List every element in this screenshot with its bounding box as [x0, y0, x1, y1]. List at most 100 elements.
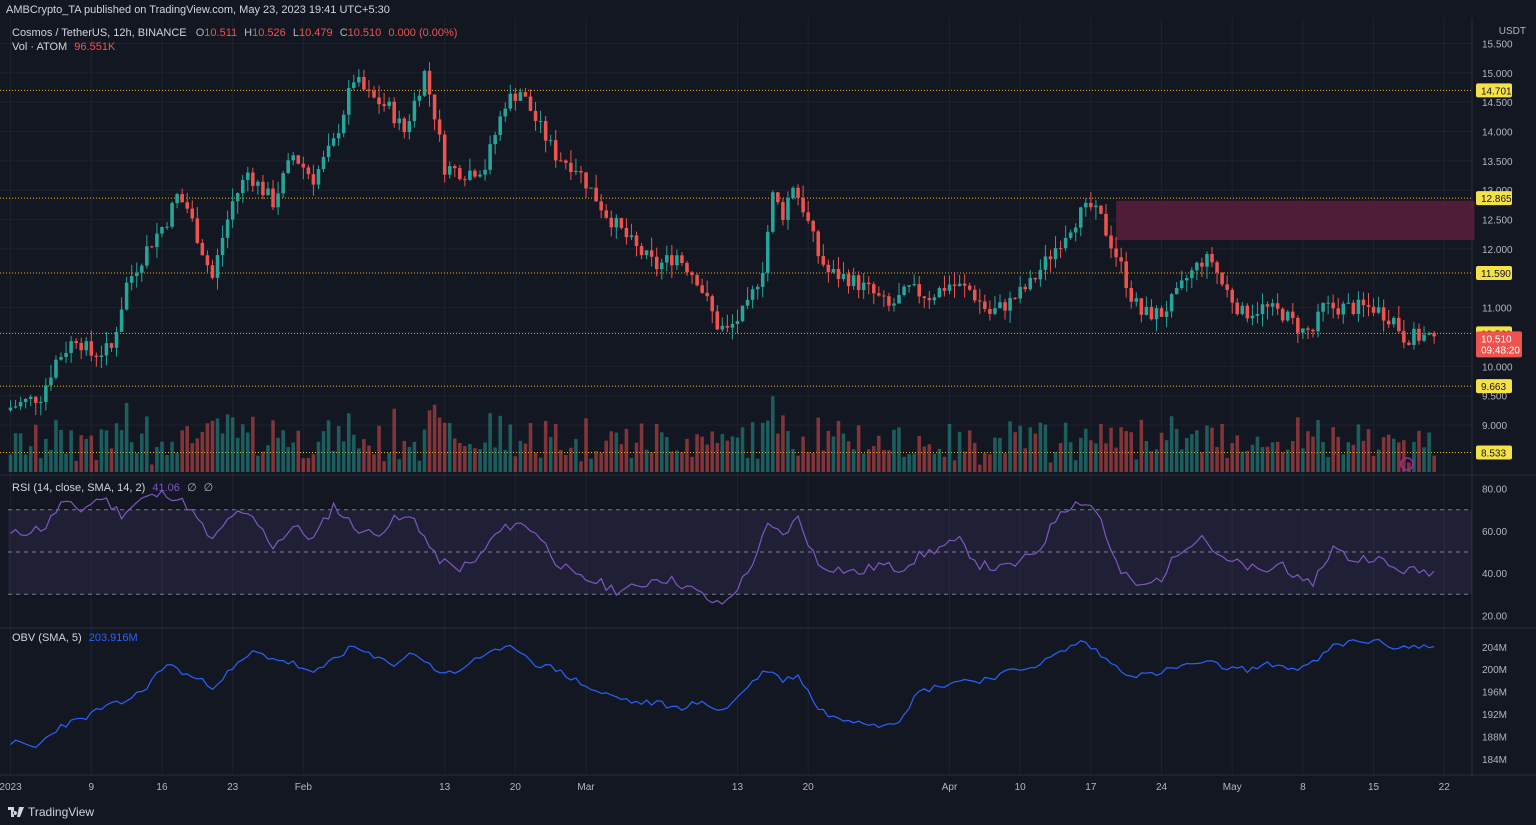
candle-body[interactable] — [735, 321, 740, 325]
candle-body[interactable] — [493, 135, 497, 145]
candle-body[interactable] — [140, 265, 144, 273]
candle-body[interactable] — [326, 145, 331, 158]
obv-pane[interactable] — [10, 638, 1435, 749]
candle-body[interactable] — [710, 296, 715, 312]
candle-body[interactable] — [720, 325, 725, 330]
candle-body[interactable] — [1159, 308, 1164, 317]
candle-body[interactable] — [846, 273, 851, 287]
candle-body[interactable] — [670, 255, 674, 266]
candle-body[interactable] — [1190, 270, 1194, 279]
candle-body[interactable] — [599, 201, 603, 211]
candle-body[interactable] — [604, 210, 608, 218]
candle-body[interactable] — [1326, 302, 1330, 304]
candle-body[interactable] — [988, 309, 992, 314]
candle-body[interactable] — [109, 343, 114, 348]
candle-body[interactable] — [1336, 308, 1340, 315]
candle-body[interactable] — [331, 138, 336, 146]
candle-body[interactable] — [1058, 248, 1063, 250]
candle-body[interactable] — [1154, 308, 1159, 320]
level-badge[interactable] — [1476, 445, 1512, 460]
candle-body[interactable] — [1063, 237, 1068, 249]
candle-body[interactable] — [1386, 320, 1391, 325]
candle-body[interactable] — [256, 181, 260, 186]
candle-body[interactable] — [695, 275, 699, 286]
obv-legend[interactable]: OBV (SMA, 5) 203.916M — [12, 632, 138, 644]
candle-body[interactable] — [1185, 278, 1189, 281]
candle-body[interactable] — [861, 282, 866, 291]
candle-body[interactable] — [1275, 303, 1280, 309]
candle-body[interactable] — [1139, 298, 1144, 315]
candle-body[interactable] — [533, 110, 538, 121]
candle-body[interactable] — [1422, 334, 1426, 341]
candle-body[interactable] — [89, 341, 94, 356]
candle-body[interactable] — [574, 171, 578, 173]
candle-body[interactable] — [1285, 311, 1290, 321]
candle-body[interactable] — [851, 275, 856, 287]
candle-body[interactable] — [877, 293, 881, 296]
price-axes[interactable]: 15.50015.00014.50014.00013.50013.00012.5… — [1400, 39, 1522, 766]
candle-body[interactable] — [437, 119, 442, 135]
candle-body[interactable] — [912, 284, 916, 286]
candle-body[interactable] — [584, 172, 588, 189]
candle-body[interactable] — [523, 92, 528, 97]
candle-body[interactable] — [1371, 306, 1376, 313]
candle-body[interactable] — [266, 188, 270, 196]
candle-body[interactable] — [927, 298, 932, 301]
candle-body[interactable] — [407, 121, 412, 133]
candle-body[interactable] — [553, 140, 558, 161]
candle-body[interactable] — [1356, 299, 1361, 314]
candle-body[interactable] — [1255, 314, 1260, 316]
candle-body[interactable] — [175, 194, 179, 204]
candle-body[interactable] — [33, 396, 38, 403]
candle-body[interactable] — [150, 246, 154, 248]
candle-body[interactable] — [230, 201, 235, 220]
candle-body[interactable] — [765, 231, 770, 273]
candle-body[interactable] — [983, 301, 987, 310]
candle-body[interactable] — [129, 276, 134, 283]
candle-body[interactable] — [64, 353, 68, 358]
candle-body[interactable] — [13, 406, 18, 408]
candle-body[interactable] — [1407, 342, 1411, 345]
candle-body[interactable] — [185, 202, 189, 209]
candle-body[interactable] — [962, 283, 967, 286]
candle-body[interactable] — [680, 255, 684, 263]
candle-body[interactable] — [296, 155, 301, 164]
candle-body[interactable] — [755, 286, 760, 290]
candle-body[interactable] — [1351, 302, 1356, 314]
candle-body[interactable] — [685, 262, 689, 273]
candle-body[interactable] — [816, 231, 821, 257]
candle-body[interactable] — [1331, 302, 1335, 309]
candle-body[interactable] — [831, 269, 836, 273]
candle-body[interactable] — [200, 242, 205, 256]
candle-body[interactable] — [1220, 272, 1224, 285]
candle-body[interactable] — [1038, 269, 1043, 280]
candle-body[interactable] — [1235, 302, 1240, 315]
rsi-line[interactable] — [10, 489, 1435, 605]
candle-body[interactable] — [1200, 262, 1204, 267]
candle-body[interactable] — [1124, 261, 1128, 288]
candle-body[interactable] — [513, 93, 518, 101]
candle-body[interactable] — [907, 285, 911, 287]
candle-body[interactable] — [99, 355, 104, 358]
candle-body[interactable] — [796, 187, 800, 198]
candle-body[interactable] — [23, 398, 28, 403]
candle-body[interactable] — [1291, 311, 1295, 318]
candle-body[interactable] — [145, 246, 149, 266]
candle-body[interactable] — [866, 282, 871, 285]
candle-body[interactable] — [160, 227, 164, 234]
main-legend[interactable]: Cosmos / TetherUS, 12h, BINANCE O10.511 … — [12, 27, 457, 39]
candle-body[interactable] — [1215, 262, 1219, 273]
candle-body[interactable] — [94, 355, 99, 358]
candle-body[interactable] — [261, 181, 265, 196]
candle-body[interactable] — [1053, 248, 1058, 260]
candle-body[interactable] — [195, 218, 200, 243]
candle-body[interactable] — [957, 283, 962, 286]
candle-body[interactable] — [220, 237, 225, 256]
candle-body[interactable] — [453, 166, 457, 169]
candle-body[interactable] — [336, 133, 341, 139]
symbol-label[interactable]: Cosmos / TetherUS, 12h, BINANCE — [12, 27, 187, 39]
candle-body[interactable] — [498, 116, 502, 136]
candle-body[interactable] — [786, 198, 790, 220]
candle-body[interactable] — [39, 401, 43, 403]
candle-body[interactable] — [715, 311, 720, 330]
